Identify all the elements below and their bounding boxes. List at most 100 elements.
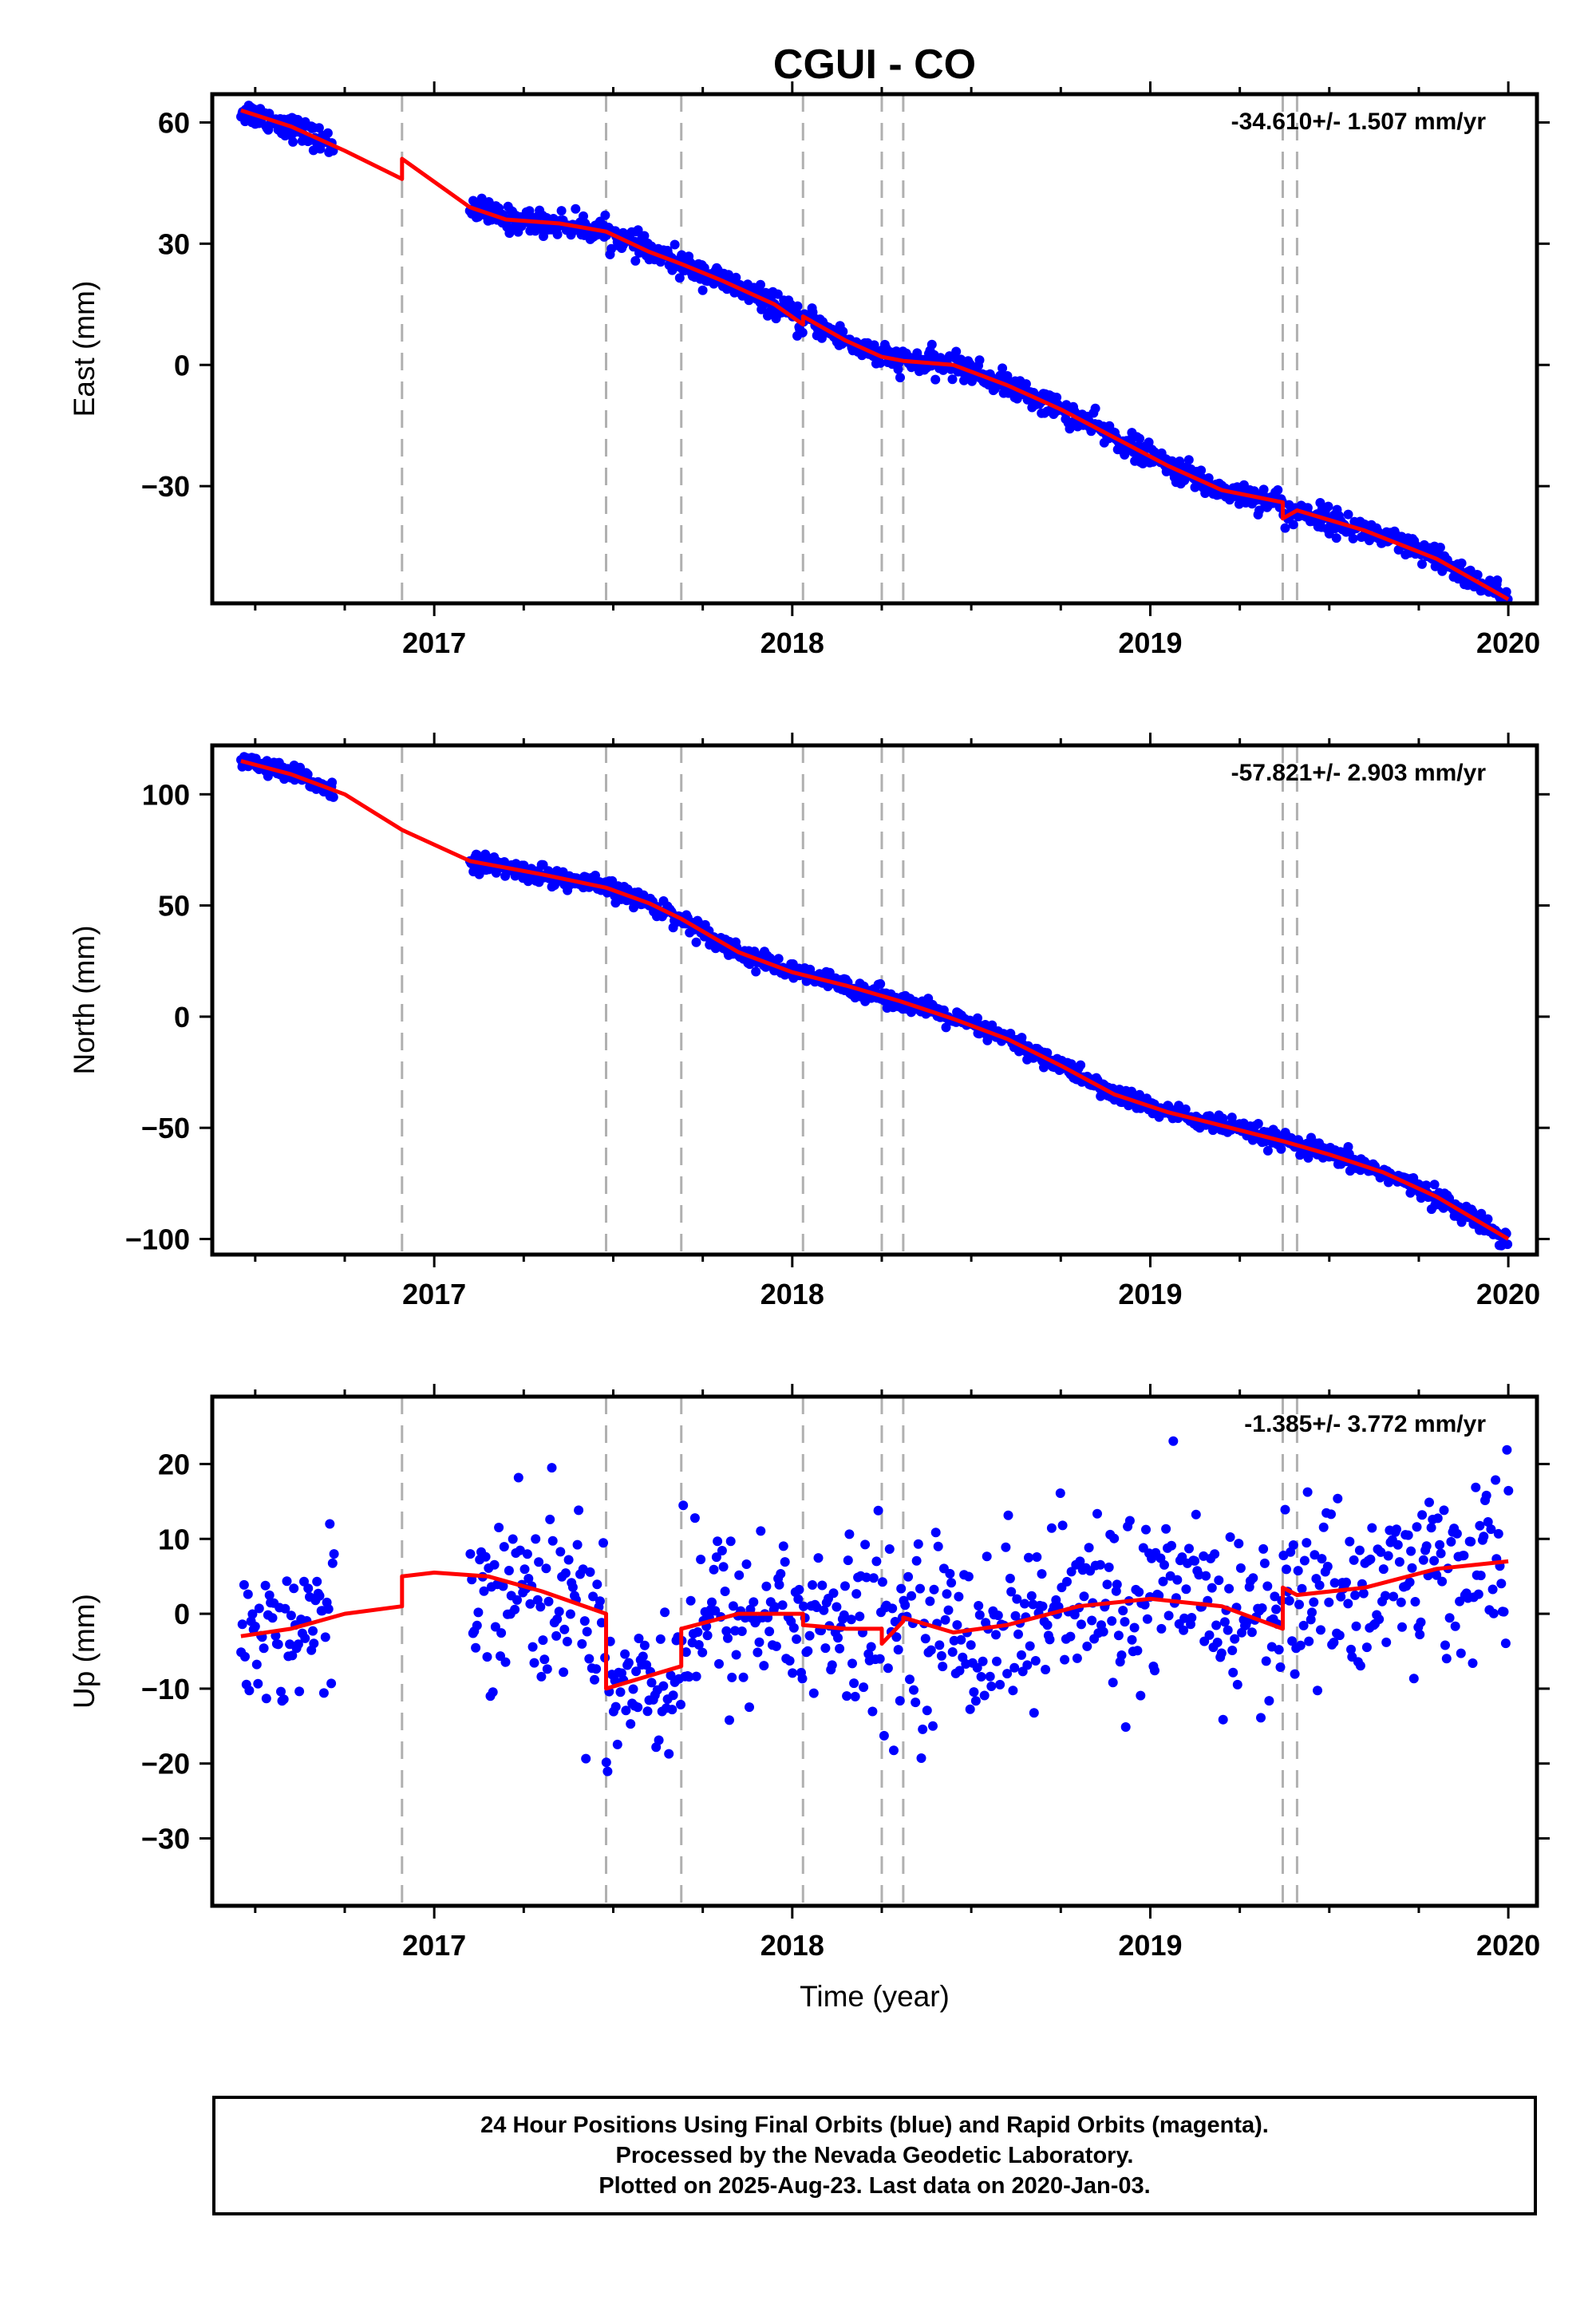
data-point (504, 1566, 514, 1575)
data-point (905, 1674, 915, 1685)
data-point (1488, 1608, 1499, 1618)
data-point (1013, 1629, 1023, 1639)
data-point (1225, 1532, 1235, 1542)
data-point (286, 1611, 296, 1621)
data-point (642, 1706, 653, 1717)
data-point (1483, 1214, 1493, 1224)
data-point (869, 340, 879, 350)
data-point (1421, 1541, 1432, 1551)
data-point (966, 1640, 976, 1650)
data-point (1187, 1613, 1197, 1622)
data-point (1116, 1650, 1127, 1660)
data-point (875, 978, 886, 989)
y-tick-label: 0 (174, 1598, 190, 1630)
data-point (1046, 1523, 1057, 1533)
data-point (725, 1715, 734, 1725)
data-point (1293, 1566, 1303, 1576)
data-point (595, 1596, 605, 1607)
data-point (759, 1661, 769, 1671)
data-point (1393, 1539, 1403, 1550)
data-point (832, 1602, 842, 1612)
data-point (482, 1652, 492, 1662)
data-point (1479, 1531, 1489, 1542)
data-point (247, 1609, 258, 1619)
data-point (1261, 1656, 1271, 1666)
data-point (1124, 1516, 1135, 1526)
data-point (928, 1721, 938, 1731)
data-point (1424, 1497, 1434, 1508)
data-point (610, 1675, 620, 1686)
data-point (1201, 1571, 1211, 1581)
data-point (1022, 1660, 1033, 1670)
data-point (849, 1678, 859, 1689)
data-point (942, 1589, 952, 1599)
data-point (1503, 1239, 1513, 1250)
data-point (1282, 1564, 1291, 1575)
data-point (945, 1568, 955, 1579)
data-point (1112, 1579, 1122, 1590)
data-point (842, 1691, 852, 1701)
data-point (745, 1702, 754, 1713)
data-point (813, 1553, 824, 1563)
data-point (289, 1583, 299, 1594)
data-point (323, 1604, 334, 1614)
data-point (1343, 509, 1353, 520)
data-point (1456, 1648, 1466, 1658)
data-point (1258, 484, 1269, 495)
data-point (1408, 1674, 1419, 1684)
data-point (1314, 1580, 1325, 1591)
data-point (952, 1620, 962, 1630)
data-point (769, 1602, 780, 1612)
data-point (1224, 1583, 1235, 1594)
data-point (1062, 1576, 1072, 1587)
data-point (602, 1766, 613, 1777)
data-point (1175, 456, 1185, 466)
data-point (1350, 1590, 1361, 1600)
data-point (524, 206, 535, 216)
data-point (1077, 1619, 1086, 1630)
data-point (846, 1614, 856, 1625)
data-point (519, 1564, 530, 1575)
data-point (730, 1626, 741, 1636)
data-point (799, 1601, 808, 1611)
data-point (1417, 559, 1427, 569)
data-point (1276, 1144, 1286, 1154)
data-point (1330, 524, 1341, 534)
data-point (684, 1672, 694, 1682)
data-point (1163, 1611, 1174, 1621)
data-point (1248, 1573, 1258, 1583)
data-point (943, 1605, 954, 1615)
data-point (529, 1658, 539, 1668)
data-point (261, 1694, 271, 1704)
data-point (890, 1617, 900, 1626)
data-point (243, 1589, 253, 1599)
data-point (847, 1658, 857, 1669)
data-point (472, 1620, 482, 1630)
data-point (1142, 1614, 1152, 1624)
data-point (1418, 1555, 1428, 1565)
data-point (788, 1622, 799, 1633)
y-tick-label: −50 (141, 1112, 190, 1144)
model-line-up (240, 1559, 1509, 1691)
y-tick-label: 20 (158, 1448, 190, 1480)
data-point (995, 1679, 1005, 1690)
data-point (693, 1627, 703, 1637)
data-point (1297, 1583, 1307, 1594)
data-point (250, 1622, 260, 1631)
data-point (797, 1674, 808, 1684)
data-point (776, 1569, 786, 1579)
data-point (1132, 1646, 1143, 1656)
data-point (723, 1633, 733, 1643)
data-point (1158, 1576, 1168, 1587)
data-point (911, 1697, 921, 1708)
data-point (1204, 1630, 1215, 1640)
data-point (973, 1013, 982, 1023)
data-point (1257, 1603, 1267, 1613)
data-point (887, 1603, 898, 1614)
data-point (1351, 1621, 1361, 1631)
data-point (260, 1580, 271, 1591)
data-point (1168, 1436, 1179, 1446)
data-point (710, 1606, 721, 1616)
data-point (840, 1581, 850, 1591)
data-point (1223, 1625, 1233, 1635)
